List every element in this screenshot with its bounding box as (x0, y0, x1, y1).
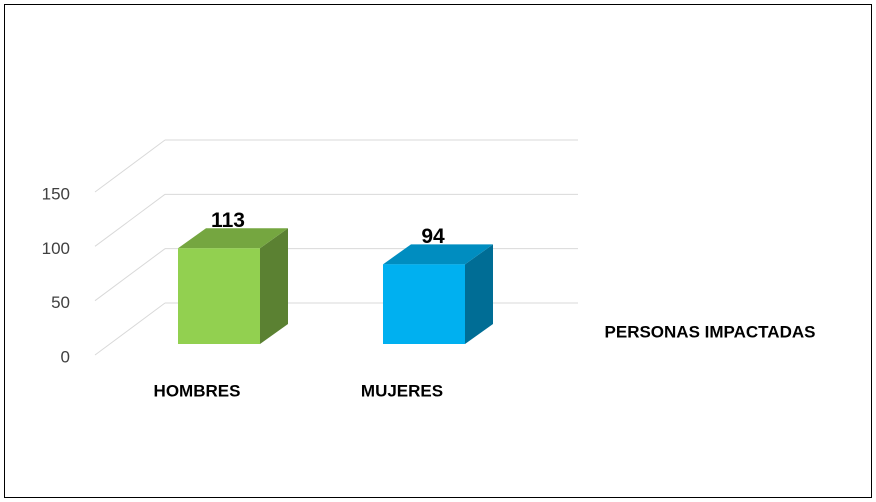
y-tick-label: 150 (42, 184, 70, 203)
bar-side (465, 244, 493, 344)
bar-top (383, 244, 493, 265)
y-tick-label: 50 (51, 293, 70, 312)
y-tick-label: 0 (61, 347, 70, 366)
bar-front (178, 248, 260, 344)
value-label: 94 (421, 225, 445, 248)
grid-line-depth (94, 193, 166, 247)
bar-top (178, 228, 288, 249)
legend-label: PERSONAS IMPACTADAS (605, 322, 816, 341)
grid-line-depth (94, 302, 166, 356)
bar-side (260, 228, 288, 344)
y-tick-label: 100 (42, 239, 70, 258)
grid-line-depth (94, 139, 166, 193)
x-tick-label: HOMBRES (154, 381, 241, 400)
grid-line-depth (94, 248, 166, 302)
bar (383, 244, 493, 344)
bar-front (383, 264, 465, 344)
value-label: 113 (211, 209, 245, 232)
x-tick-label: MUJERES (361, 381, 443, 400)
bar (178, 228, 288, 344)
